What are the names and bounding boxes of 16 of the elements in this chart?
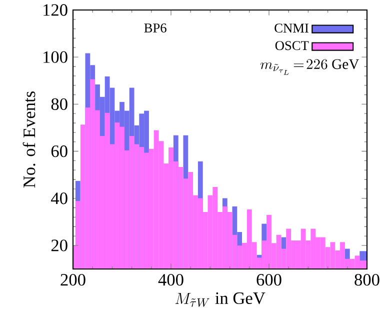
legend-label: CNMI bbox=[274, 24, 308, 33]
y-tick-label: 20 bbox=[51, 240, 68, 252]
y-tick-label: 80 bbox=[51, 98, 68, 110]
x-tick-label: 200 bbox=[60, 274, 86, 286]
x-axis-title: $M_{\tilde{\tau}W}\mbox{ in GeV}$ bbox=[175, 292, 266, 307]
x-tick-label: 800 bbox=[354, 274, 380, 286]
annotation: $m_{\tilde{\nu}_{\tau_L}}\!=\!226\mbox{ GeV}$ bbox=[260, 59, 360, 75]
annotation: BP6 bbox=[144, 24, 166, 32]
x-tick-label: 400 bbox=[158, 274, 184, 286]
y-axis-title: No. of Events bbox=[22, 91, 36, 188]
legend-label: OSCT bbox=[275, 41, 309, 50]
y-tick-label: 120 bbox=[44, 4, 68, 16]
y-tick-label: 100 bbox=[44, 51, 68, 63]
x-tick-label: 600 bbox=[256, 274, 282, 286]
y-tick-label: 60 bbox=[51, 145, 68, 158]
y-tick-label: 40 bbox=[51, 192, 68, 204]
